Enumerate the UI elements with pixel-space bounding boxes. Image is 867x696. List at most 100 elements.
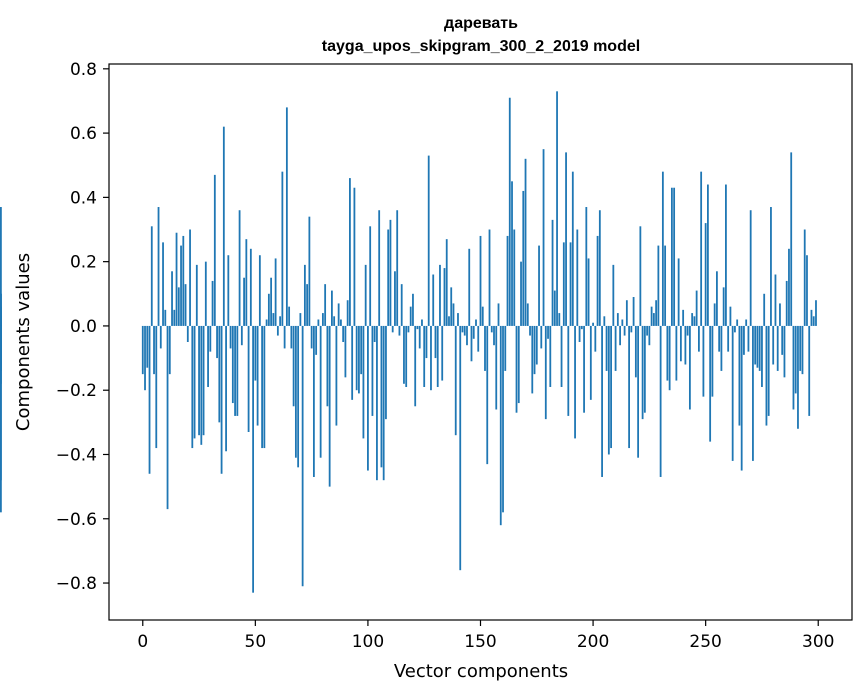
y-tick-label: −0.4 xyxy=(56,445,97,465)
y-axis-label: Components values xyxy=(13,253,34,431)
bar xyxy=(387,229,390,326)
bar xyxy=(319,325,322,458)
bar xyxy=(258,255,261,326)
bar xyxy=(679,325,682,362)
bar xyxy=(249,248,252,326)
bar xyxy=(670,187,673,326)
bar xyxy=(175,232,178,326)
bar xyxy=(394,271,396,326)
bar xyxy=(619,325,621,346)
bar xyxy=(790,152,793,326)
bar xyxy=(466,325,468,346)
bar xyxy=(664,245,667,326)
bar xyxy=(718,325,721,352)
bar xyxy=(603,316,606,326)
bar xyxy=(310,325,313,349)
bar xyxy=(265,319,268,326)
bar xyxy=(522,190,525,326)
bar xyxy=(641,325,644,420)
bar xyxy=(315,325,318,355)
bar xyxy=(542,149,545,326)
bar xyxy=(745,319,748,326)
bar xyxy=(774,274,777,326)
bar xyxy=(526,303,529,326)
bar xyxy=(513,229,516,326)
bar xyxy=(661,171,664,326)
bar xyxy=(281,171,284,326)
bar xyxy=(666,325,669,381)
bar xyxy=(673,187,676,326)
bar xyxy=(457,313,459,326)
bar xyxy=(547,325,549,339)
bar xyxy=(202,325,205,436)
bar xyxy=(195,264,198,326)
bar xyxy=(569,242,572,326)
bar xyxy=(812,316,815,326)
bar xyxy=(511,181,513,326)
bar xyxy=(585,207,588,326)
bar xyxy=(180,245,182,326)
bar xyxy=(301,325,304,587)
bar xyxy=(412,293,414,326)
bar xyxy=(434,325,437,359)
bar xyxy=(144,325,146,391)
bar xyxy=(716,271,718,326)
bar xyxy=(520,261,522,326)
bar xyxy=(574,325,576,439)
bar xyxy=(815,300,817,326)
bar xyxy=(418,325,421,349)
bar xyxy=(583,325,585,413)
bar xyxy=(207,325,209,387)
y-tick-label: −0.2 xyxy=(56,381,97,401)
bar xyxy=(770,207,772,326)
bar xyxy=(747,325,750,352)
bar xyxy=(380,325,383,468)
bar xyxy=(540,325,543,349)
bar xyxy=(448,316,450,326)
bar xyxy=(243,277,245,326)
bar xyxy=(738,325,741,426)
bar xyxy=(193,325,196,439)
bar xyxy=(153,325,155,375)
bar xyxy=(486,325,489,465)
bar xyxy=(702,325,705,397)
bar xyxy=(463,325,466,336)
bar xyxy=(405,325,408,387)
chart-subtitle: tayga_upos_skipgram_300_2_2019 model xyxy=(322,38,640,55)
bar xyxy=(367,325,369,471)
bar xyxy=(283,325,286,349)
bar xyxy=(497,303,500,326)
bar xyxy=(799,325,802,371)
bar xyxy=(182,235,185,326)
bar xyxy=(711,325,714,397)
bar xyxy=(337,303,340,326)
bar xyxy=(684,325,687,365)
x-tick-label: 150 xyxy=(464,632,496,652)
bar xyxy=(173,309,176,326)
y-tick-label: 0.2 xyxy=(70,253,97,273)
bar xyxy=(376,325,378,481)
bar xyxy=(508,97,511,326)
bar xyxy=(470,325,473,362)
bar xyxy=(164,309,167,326)
bar xyxy=(607,325,610,455)
bar xyxy=(421,319,423,326)
bar xyxy=(765,325,768,426)
bar xyxy=(416,325,419,330)
bar xyxy=(553,290,556,326)
bar xyxy=(729,306,732,326)
bar xyxy=(177,287,180,326)
bar xyxy=(630,325,633,333)
bar xyxy=(720,325,723,371)
bar xyxy=(499,325,502,526)
bar xyxy=(576,229,579,326)
bar xyxy=(605,325,608,371)
bar xyxy=(400,284,403,326)
bar xyxy=(303,264,306,326)
bar xyxy=(481,306,484,326)
bar xyxy=(734,325,736,333)
bar xyxy=(335,325,338,426)
bar xyxy=(184,284,187,326)
bar xyxy=(225,325,227,452)
bar xyxy=(598,210,601,326)
